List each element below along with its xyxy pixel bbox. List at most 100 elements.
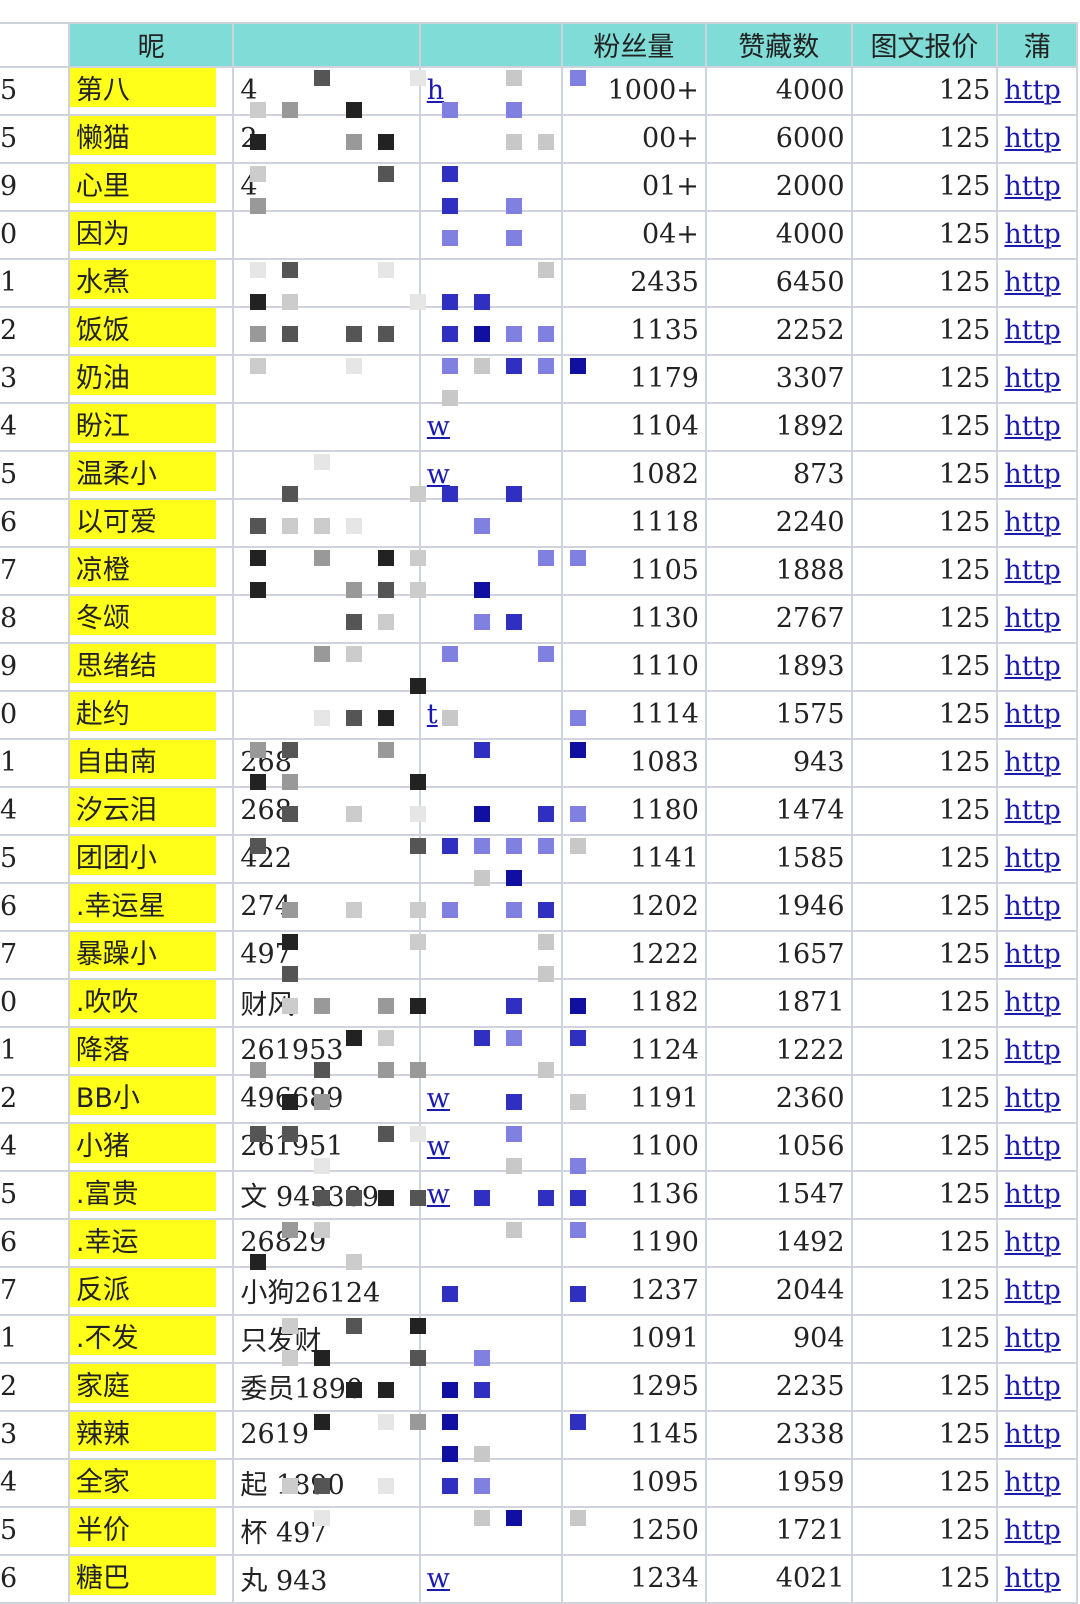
id-cell[interactable]: 496689: [232, 1073, 421, 1124]
url-cell[interactable]: http: [996, 257, 1078, 308]
fans-cell[interactable]: 1237: [560, 1265, 707, 1316]
likes-cell[interactable]: 1222: [704, 1025, 853, 1076]
likes-cell[interactable]: 4000: [704, 65, 853, 116]
link-cell[interactable]: [418, 1457, 563, 1508]
link-cell[interactable]: w: [418, 1553, 563, 1604]
link-cell[interactable]: h: [418, 65, 563, 116]
url-cell[interactable]: http: [996, 1169, 1078, 1220]
row-index-cell[interactable]: 0: [0, 209, 70, 260]
likes-cell[interactable]: 4000: [704, 209, 853, 260]
id-cell[interactable]: [232, 257, 421, 308]
id-cell[interactable]: [232, 401, 421, 452]
nickname-cell[interactable]: 辣辣: [67, 1409, 235, 1460]
price-cell[interactable]: 125: [850, 1457, 999, 1508]
nickname-cell[interactable]: 全家: [67, 1457, 235, 1508]
fans-cell[interactable]: 1202: [560, 881, 707, 932]
fans-cell[interactable]: 00+: [560, 113, 707, 164]
likes-cell[interactable]: 2338: [704, 1409, 853, 1460]
price-cell[interactable]: 125: [850, 1409, 999, 1460]
url-cell[interactable]: http: [996, 1025, 1078, 1076]
url-cell[interactable]: http: [996, 1217, 1078, 1268]
id-cell[interactable]: 委员1890: [232, 1361, 421, 1412]
header-likes[interactable]: 赞藏数: [704, 22, 853, 68]
link-cell[interactable]: [418, 545, 563, 596]
fans-cell[interactable]: 1136: [560, 1169, 707, 1220]
likes-cell[interactable]: 4021: [704, 1553, 853, 1604]
id-cell[interactable]: [232, 593, 421, 644]
fans-cell[interactable]: 1082: [560, 449, 707, 500]
nickname-cell[interactable]: 降落: [67, 1025, 235, 1076]
fans-cell[interactable]: 1250: [560, 1505, 707, 1556]
id-cell[interactable]: 268: [232, 737, 421, 788]
nickname-cell[interactable]: 温柔小: [67, 449, 235, 500]
price-cell[interactable]: 125: [850, 977, 999, 1028]
url-cell[interactable]: http: [996, 689, 1078, 740]
link-cell[interactable]: [418, 1361, 563, 1412]
fans-cell[interactable]: 1182: [560, 977, 707, 1028]
url-cell[interactable]: http: [996, 641, 1078, 692]
row-index-cell[interactable]: 4: [0, 1121, 70, 1172]
url-cell[interactable]: http: [996, 1073, 1078, 1124]
fans-cell[interactable]: 01+: [560, 161, 707, 212]
header-last[interactable]: 蒲: [996, 22, 1078, 68]
price-cell[interactable]: 125: [850, 161, 999, 212]
id-cell[interactable]: [232, 209, 421, 260]
row-index-cell[interactable]: 7: [0, 1265, 70, 1316]
row-index-cell[interactable]: 5: [0, 1505, 70, 1556]
price-cell[interactable]: 125: [850, 1505, 999, 1556]
likes-cell[interactable]: 904: [704, 1313, 853, 1364]
id-cell[interactable]: 小狗26124: [232, 1265, 421, 1316]
link-cell[interactable]: [418, 209, 563, 260]
likes-cell[interactable]: 1721: [704, 1505, 853, 1556]
header-price[interactable]: 图文报价: [850, 22, 999, 68]
likes-cell[interactable]: 873: [704, 449, 853, 500]
price-cell[interactable]: 125: [850, 1265, 999, 1316]
link-cell[interactable]: t: [418, 689, 563, 740]
row-index-cell[interactable]: 7: [0, 545, 70, 596]
url-cell[interactable]: http: [996, 497, 1078, 548]
id-cell[interactable]: 文 943389: [232, 1169, 421, 1220]
id-cell[interactable]: [232, 689, 421, 740]
likes-cell[interactable]: 2360: [704, 1073, 853, 1124]
nickname-cell[interactable]: 赴约: [67, 689, 235, 740]
nickname-cell[interactable]: 冬颂: [67, 593, 235, 644]
link-cell[interactable]: [418, 833, 563, 884]
price-cell[interactable]: 125: [850, 401, 999, 452]
price-cell[interactable]: 125: [850, 353, 999, 404]
row-index-cell[interactable]: 6: [0, 881, 70, 932]
fans-cell[interactable]: 1091: [560, 1313, 707, 1364]
url-cell[interactable]: http: [996, 353, 1078, 404]
url-cell[interactable]: http: [996, 1313, 1078, 1364]
id-cell[interactable]: [232, 305, 421, 356]
likes-cell[interactable]: 6450: [704, 257, 853, 308]
nickname-cell[interactable]: .不发: [67, 1313, 235, 1364]
id-cell[interactable]: 起 1890: [232, 1457, 421, 1508]
id-cell[interactable]: 422: [232, 833, 421, 884]
fans-cell[interactable]: 1100: [560, 1121, 707, 1172]
price-cell[interactable]: 125: [850, 641, 999, 692]
link-cell[interactable]: [418, 1409, 563, 1460]
row-index-cell[interactable]: 5: [0, 1169, 70, 1220]
header-id[interactable]: [232, 22, 421, 68]
fans-cell[interactable]: 1118: [560, 497, 707, 548]
likes-cell[interactable]: 1585: [704, 833, 853, 884]
url-cell[interactable]: http: [996, 209, 1078, 260]
url-cell[interactable]: http: [996, 929, 1078, 980]
nickname-cell[interactable]: 汐云泪: [67, 785, 235, 836]
id-cell[interactable]: 4: [232, 65, 421, 116]
link-cell[interactable]: [418, 1313, 563, 1364]
price-cell[interactable]: 125: [850, 593, 999, 644]
fans-cell[interactable]: 04+: [560, 209, 707, 260]
row-index-cell[interactable]: 3: [0, 353, 70, 404]
link-cell[interactable]: [418, 929, 563, 980]
row-index-cell[interactable]: 2: [0, 305, 70, 356]
link-cell[interactable]: [418, 353, 563, 404]
link-cell[interactable]: w: [418, 1169, 563, 1220]
row-index-cell[interactable]: 1: [0, 1025, 70, 1076]
price-cell[interactable]: 125: [850, 497, 999, 548]
row-index-cell[interactable]: 4: [0, 785, 70, 836]
nickname-cell[interactable]: 饭饭: [67, 305, 235, 356]
link-cell[interactable]: [418, 1505, 563, 1556]
nickname-cell[interactable]: 糖巴: [67, 1553, 235, 1604]
price-cell[interactable]: 125: [850, 113, 999, 164]
